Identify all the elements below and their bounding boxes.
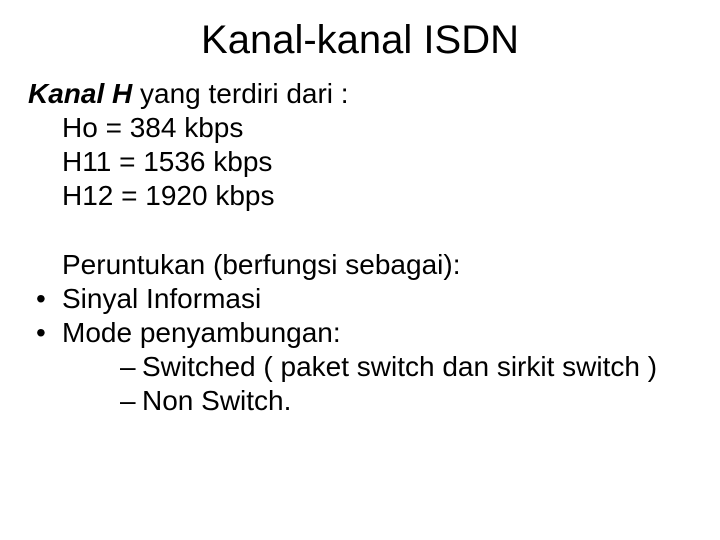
rate-ho: Ho = 384 kbps [62,111,692,145]
kanal-h-rates: Ho = 384 kbps H11 = 1536 kbps H12 = 1920… [62,111,692,213]
kanal-h-lead-rest: yang terdiri dari : [132,78,348,109]
kanal-h-label: Kanal H [28,78,132,109]
sub-switched: Switched ( paket switch dan sirkit switc… [120,350,692,384]
rate-h12: H12 = 1920 kbps [62,179,692,213]
kanal-h-lead: Kanal H yang terdiri dari : [28,77,692,111]
bullet-mode-penyambungan: Mode penyambungan: Switched ( paket swit… [28,316,692,418]
peruntukan-lead: Peruntukan (berfungsi sebagai): [62,248,692,282]
spacer [28,214,692,248]
sub-non-switch: Non Switch. [120,384,692,418]
peruntukan-bullets: Sinyal Informasi Mode penyambungan: Swit… [28,282,692,419]
slide-body: Kanal H yang terdiri dari : Ho = 384 kbp… [28,77,692,418]
bullet-sinyal-informasi: Sinyal Informasi [28,282,692,316]
rate-h11: H11 = 1536 kbps [62,145,692,179]
slide-title: Kanal-kanal ISDN [28,18,692,63]
mode-sublist: Switched ( paket switch dan sirkit switc… [120,350,692,418]
slide: Kanal-kanal ISDN Kanal H yang terdiri da… [0,0,720,540]
bullet-text: Mode penyambungan: [62,317,341,348]
bullet-text: Sinyal Informasi [62,283,261,314]
